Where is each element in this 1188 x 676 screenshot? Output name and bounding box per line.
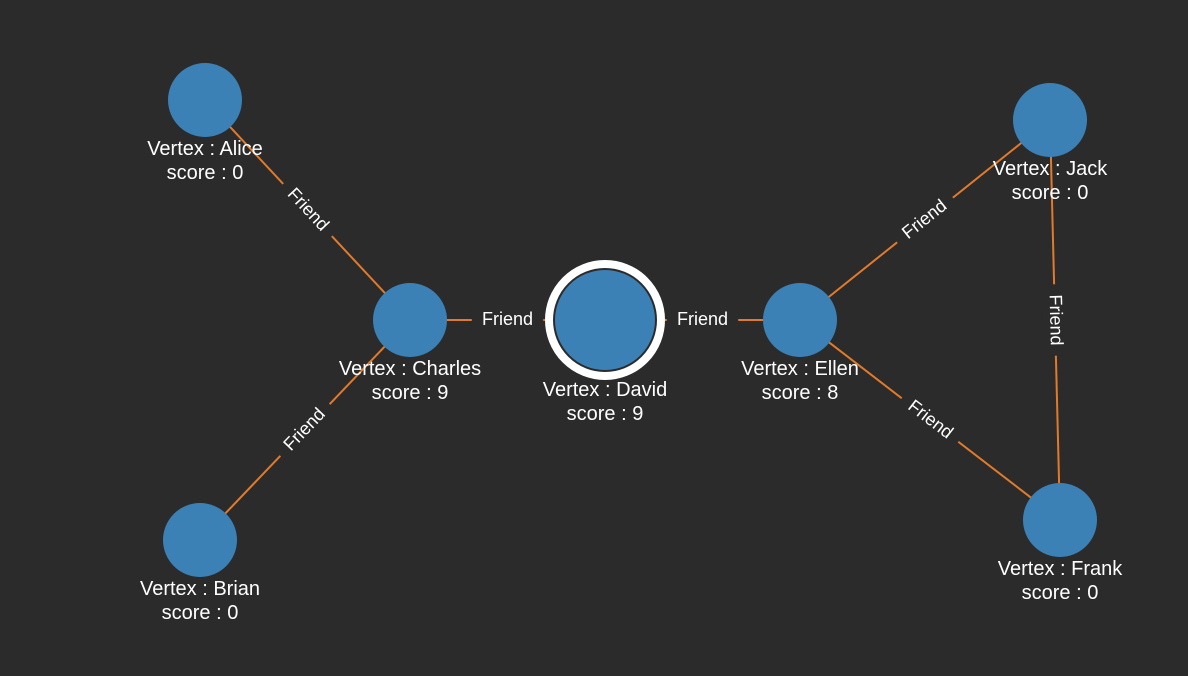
edge-label-david-ellen: Friend (667, 308, 738, 332)
node-label-name-charles: Vertex : Charles (339, 358, 481, 380)
node-charles[interactable] (373, 283, 447, 357)
node-label-score-charles: score : 9 (372, 382, 449, 404)
node-label-name-frank: Vertex : Frank (998, 558, 1123, 580)
edge-label-alice-charles: Friend (274, 176, 340, 245)
node-label-score-david: score : 9 (567, 403, 644, 425)
node-ellen[interactable] (763, 283, 837, 357)
node-label-score-alice: score : 0 (167, 162, 244, 184)
edge-label-jack-frank: Friend (1042, 284, 1068, 356)
node-david[interactable] (555, 270, 655, 370)
node-labels-layer: Vertex : Alicescore : 0Vertex : Briansco… (140, 138, 1123, 624)
node-jack[interactable] (1013, 83, 1087, 157)
node-label-name-ellen: Vertex : Ellen (741, 358, 859, 380)
edge-label-text: Friend (1046, 294, 1067, 346)
node-label-name-alice: Vertex : Alice (147, 138, 263, 160)
graph-canvas: Friend Friend Friend Friend Friend Friend Frie… (0, 0, 1188, 676)
node-alice[interactable] (168, 63, 242, 137)
edge-label-ellen-frank: Friend (894, 389, 965, 452)
node-brian[interactable] (163, 503, 237, 577)
node-label-name-brian: Vertex : Brian (140, 578, 260, 600)
edge-label-brian-charles: Friend (272, 396, 339, 464)
node-label-score-brian: score : 0 (162, 602, 239, 624)
node-label-name-jack: Vertex : Jack (993, 158, 1108, 180)
node-label-name-david: Vertex : David (543, 379, 668, 401)
nodes-layer (163, 63, 1097, 577)
edge-label-charles-david: Friend (472, 308, 543, 332)
node-label-score-ellen: score : 8 (762, 382, 839, 404)
node-label-score-frank: score : 0 (1022, 582, 1099, 604)
node-label-score-jack: score : 0 (1012, 182, 1089, 204)
node-frank[interactable] (1023, 483, 1097, 557)
edge-label-text: Friend (482, 309, 533, 329)
edge-label-ellen-jack: Friend (890, 188, 961, 251)
edge-label-text: Friend (677, 309, 728, 329)
